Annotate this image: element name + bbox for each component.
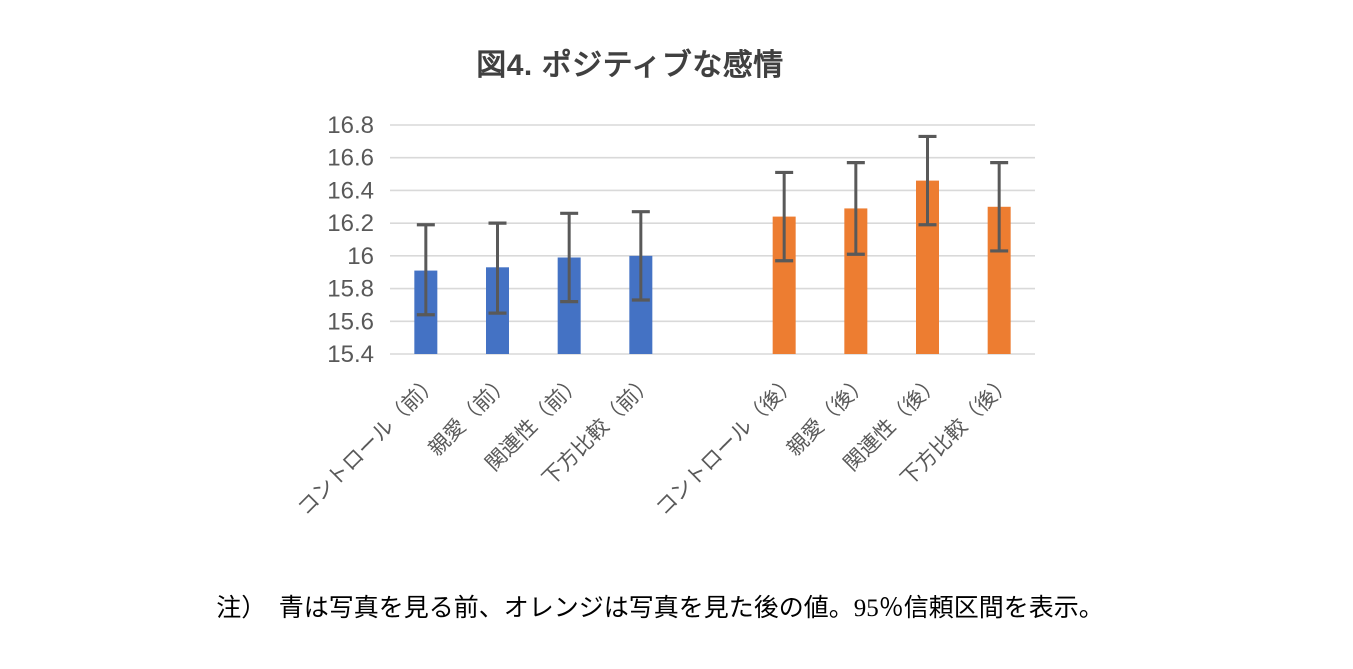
y-tick-label: 16.8 bbox=[327, 112, 374, 139]
y-tick-label: 15.4 bbox=[327, 341, 374, 368]
y-tick-label: 16.2 bbox=[327, 210, 374, 237]
x-tick-label: コントロール（前） bbox=[293, 370, 443, 520]
bar bbox=[629, 255, 653, 354]
y-tick-label: 15.8 bbox=[327, 276, 374, 303]
bar bbox=[844, 208, 868, 354]
x-tick-label: コントロール（後） bbox=[652, 370, 802, 520]
bar bbox=[772, 216, 796, 354]
bar bbox=[557, 257, 581, 354]
chart-title: 図4. ポジティブな感情 bbox=[476, 49, 784, 82]
y-tick-label: 16 bbox=[347, 243, 374, 270]
figure-note: 注） 青は写真を見る前、オレンジは写真を見た後の値。95％信頼区間を表示。 bbox=[216, 595, 1104, 622]
y-tick-label: 16.4 bbox=[327, 177, 374, 204]
bar-chart: 15.415.615.81616.216.416.616.8コントロール（前）親… bbox=[293, 112, 1035, 520]
y-tick-label: 16.6 bbox=[327, 145, 374, 172]
y-tick-label: 15.6 bbox=[327, 308, 374, 335]
bar bbox=[987, 206, 1011, 354]
